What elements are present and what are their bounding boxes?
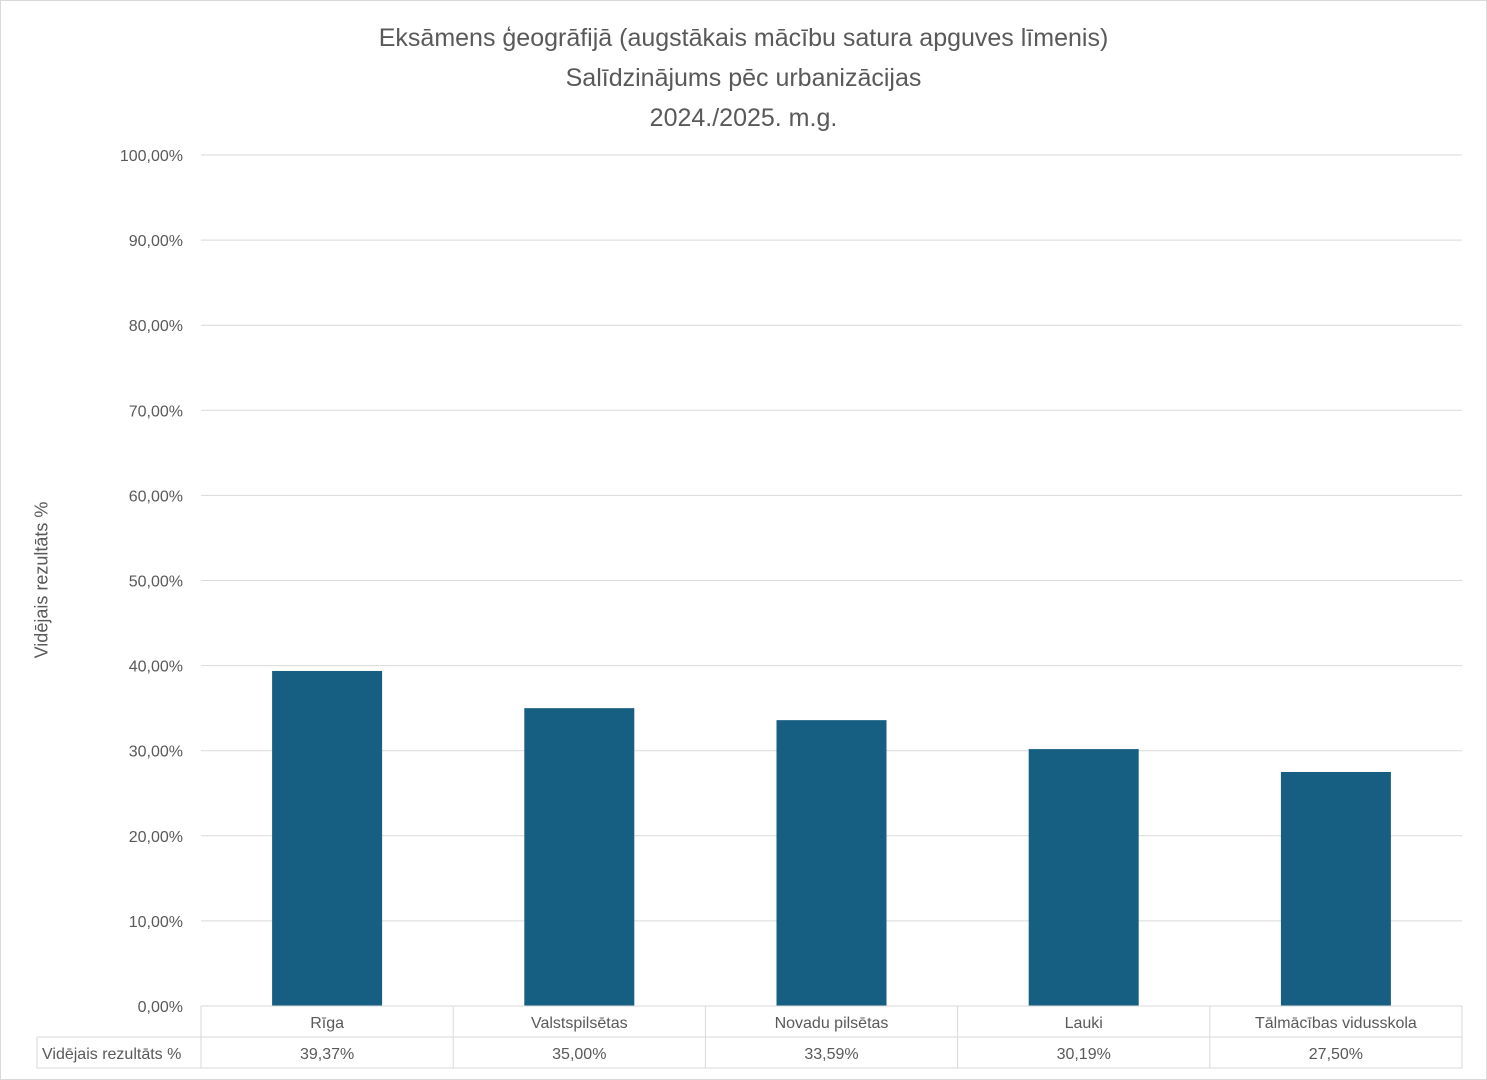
y-tick-label: 50,00% (129, 574, 183, 591)
category-label: Lauki (1065, 1015, 1103, 1032)
bar (1280, 771, 1391, 1006)
data-label: 27,50% (1309, 1046, 1363, 1063)
table-series-label: Vidējais rezultāts % (42, 1046, 181, 1063)
category-label: Novadu pilsētas (775, 1015, 889, 1032)
y-tick-label: 40,00% (129, 659, 183, 676)
y-tick-label: 0,00% (138, 999, 183, 1016)
y-tick-label: 100,00% (120, 148, 183, 165)
y-tick-label: 10,00% (129, 914, 183, 931)
y-tick-label: 30,00% (129, 744, 183, 761)
title-line-2: Salīdzinājums pēc urbanizācijas (565, 64, 922, 92)
y-tick-label: 90,00% (129, 233, 183, 250)
bar (524, 708, 635, 1006)
chart-title: Eksāmens ģeogrāfijā (augstākais mācību s… (0, 18, 1487, 138)
bar (776, 720, 887, 1006)
y-tick-label: 20,00% (129, 829, 183, 846)
data-label: 35,00% (552, 1046, 606, 1063)
category-label: Valstspilsētas (531, 1015, 628, 1032)
bar (272, 670, 383, 1006)
data-label: 30,19% (1057, 1046, 1111, 1063)
title-line-1: Eksāmens ģeogrāfijā (augstākais mācību s… (378, 24, 1109, 52)
y-tick-label: 80,00% (129, 318, 183, 335)
data-label: 39,37% (300, 1046, 354, 1063)
category-label: Rīga (310, 1015, 344, 1032)
y-tick-label: 70,00% (129, 403, 183, 420)
category-label: Tālmācības vidusskola (1255, 1015, 1417, 1032)
y-tick-label: 60,00% (129, 488, 183, 505)
data-label: 33,59% (804, 1046, 858, 1063)
bar (1028, 749, 1139, 1006)
title-line-3: 2024./2025. m.g. (649, 104, 838, 132)
